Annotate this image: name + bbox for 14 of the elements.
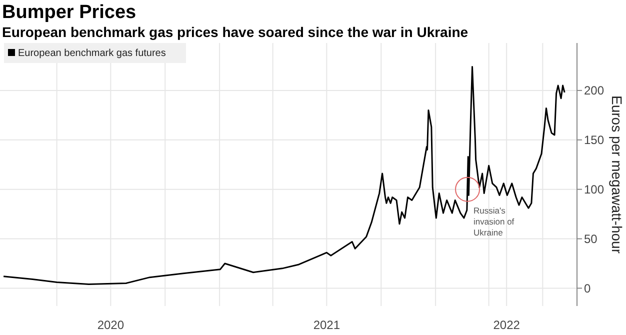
x-tick-label: 2020	[97, 318, 124, 332]
y-tick-label: 50	[584, 232, 598, 246]
x-tick-label: 2021	[313, 318, 340, 332]
legend-label: European benchmark gas futures	[18, 48, 166, 59]
line-series	[2, 66, 566, 285]
y-axis-title: Euros per megawatt-hour	[609, 96, 625, 254]
y-tick-label: 0	[584, 281, 591, 296]
chart-title: Bumper Prices	[2, 2, 136, 23]
y-tick-label: 100	[584, 182, 604, 197]
x-tick-label: 2022	[493, 318, 520, 332]
y-tick-label: 200	[584, 84, 604, 98]
chart-subtitle: European benchmark gas prices have soared since the war in Ukraine	[2, 24, 468, 40]
annotation: Russia's invasion of Ukraine	[474, 205, 515, 238]
y-tick-label: 150	[584, 133, 604, 148]
